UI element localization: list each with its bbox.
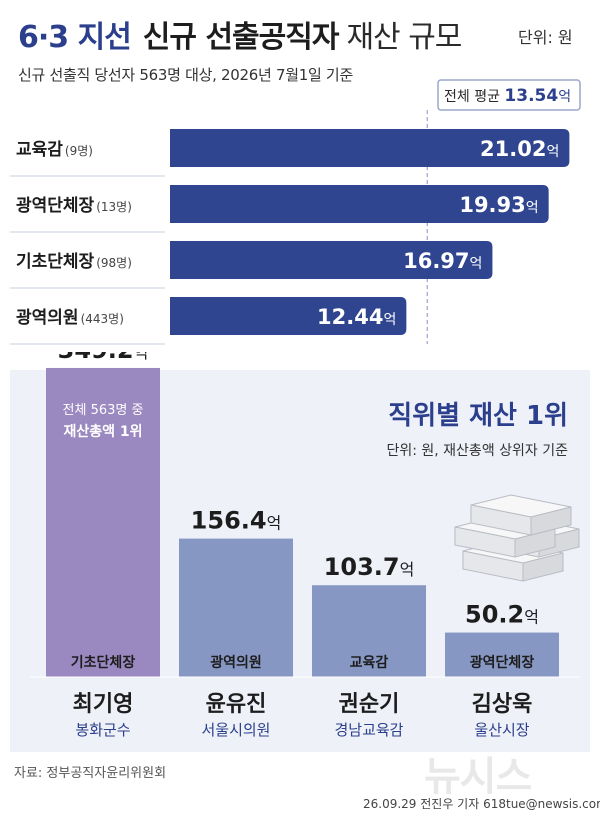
bar: [170, 241, 493, 279]
source-note: 자료: 정부공직자윤리위원회: [14, 766, 167, 781]
money-bundle-side: [530, 506, 572, 536]
bar: [170, 185, 549, 223]
value-label: 12.44억: [317, 305, 396, 329]
bar: [46, 367, 160, 677]
panel-title: 직위별 재산 1위: [388, 401, 568, 431]
value-label: 50.2억: [465, 601, 539, 629]
title-assets: 재산 규모: [346, 20, 462, 55]
page-title: 6·3 지선 신규 선출공직자 재산 규모: [18, 12, 462, 56]
person-affiliation: 서울시의원: [201, 721, 270, 739]
person-affiliation: 경남교육감: [334, 721, 403, 739]
person-affiliation: 봉화군수: [75, 721, 130, 739]
category-label: 교육감 (9명): [16, 140, 93, 160]
value-label: 19.93억: [459, 193, 538, 217]
value-label: 21.02억: [480, 137, 559, 161]
average-label: 전체 평균 13.54억: [444, 86, 571, 106]
average-label-box: [437, 79, 581, 111]
person-name: 최기영: [73, 692, 134, 717]
bar: [170, 297, 407, 335]
person-name: 윤유진: [206, 692, 267, 717]
category-label: 광역단체장: [470, 654, 535, 671]
value-label: 349.2억: [58, 352, 149, 364]
bar: [170, 129, 570, 167]
title-election: 6·3 지선: [18, 20, 132, 55]
bar: [179, 538, 293, 677]
title-officials: 신규 선출공직자: [142, 20, 340, 55]
newsis-watermark: 뉴시스: [424, 754, 532, 800]
credit-line: 26.09.29 전진우 기자 618tue@newsis.com: [363, 797, 600, 811]
person-name: 김상욱: [472, 692, 533, 717]
bar: [445, 632, 559, 677]
panel-subtitle: 단위: 원, 재산총액 상위자 기준: [386, 443, 568, 459]
category-label: 광역의원 (443명): [16, 308, 124, 328]
value-label: 103.7억: [324, 553, 415, 581]
person-affiliation: 울산시장: [474, 721, 529, 739]
page-subtitle: 신규 선출직 당선자 563명 대상, 2026년 7월1일 기준: [18, 66, 353, 84]
person-name: 권순기: [339, 692, 400, 717]
value-label: 156.4억: [191, 507, 282, 535]
money-bundle-side: [522, 552, 564, 582]
category-label: 광역의원: [210, 654, 262, 671]
category-label: 광역단체장 (13명): [16, 196, 132, 216]
value-label: 16.97억: [403, 249, 482, 273]
top-rank-note-line2: 재산총액 1위: [63, 423, 142, 440]
category-label: 교육감: [350, 654, 389, 671]
top-rank-note-line1: 전체 563명 중: [63, 403, 144, 418]
unit-label: 단위: 원: [518, 28, 573, 47]
money-stack-icon: [454, 494, 580, 582]
bar: [312, 585, 426, 677]
category-label: 기초단체장: [71, 654, 136, 671]
category-label: 기초단체장 (98명): [16, 252, 132, 272]
